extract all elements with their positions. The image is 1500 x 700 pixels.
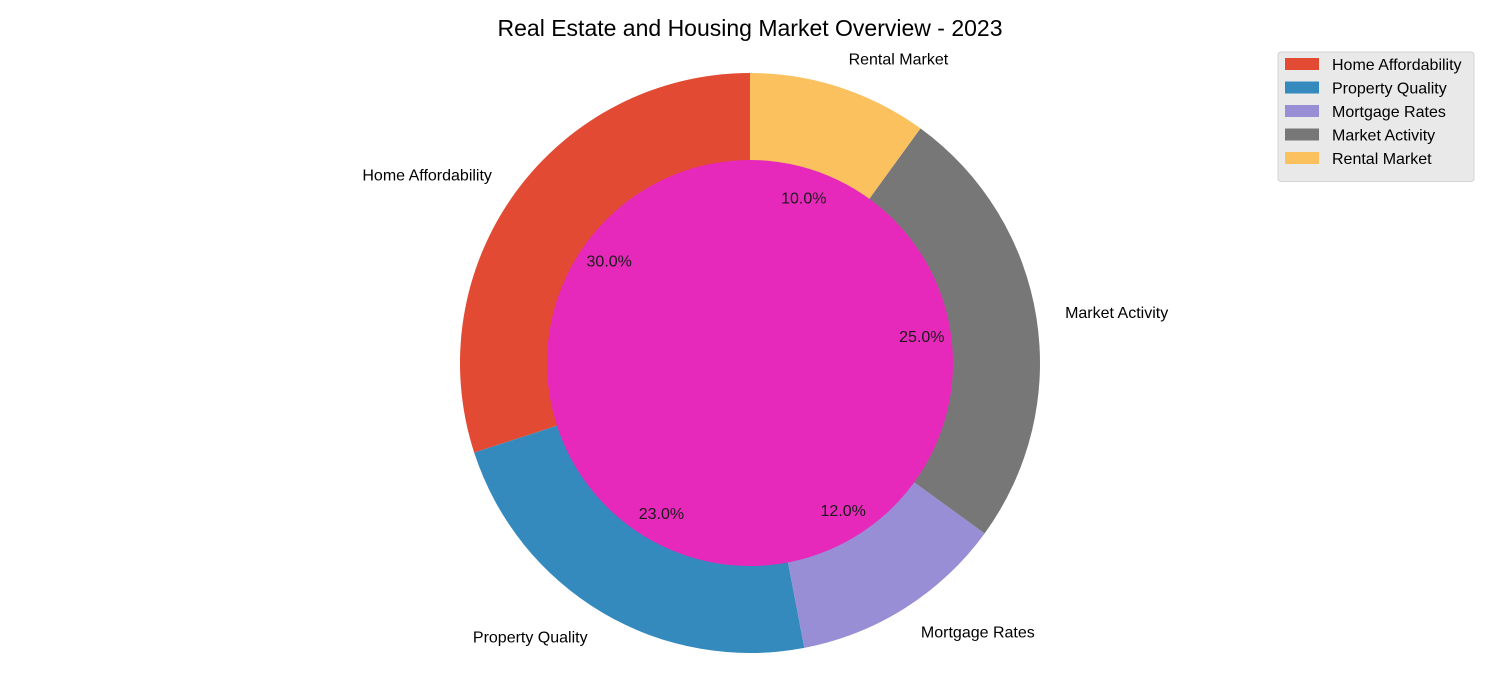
slice-label-property-quality: Property Quality [473,630,588,647]
legend-items: Home Affordability Property Quality Mortga… [1285,57,1462,168]
percent-label-mortgage-rates: 12.0% [821,503,866,520]
slice-label-rental-market: Rental Market [849,52,949,69]
legend-label-market-activity: Market Activity [1332,128,1435,145]
legend-swatch-home-affordability [1285,58,1319,70]
legend-swatch-property-quality [1285,81,1319,94]
legend-swatch-mortgage-rates [1285,105,1319,117]
percent-labels: 30.0% 23.0% 12.0% 25.0% 10.0% [587,191,945,523]
legend-swatch-rental-market [1285,152,1319,164]
percent-label-market-activity: 25.0% [899,329,944,346]
legend-label-home-affordability: Home Affordability [1332,57,1462,74]
legend: Home Affordability Property Quality Mortga… [1277,51,1475,182]
legend-label-property-quality: Property Quality [1332,81,1447,98]
legend-label-rental-market: Rental Market [1332,151,1432,168]
legend-box [1277,51,1475,182]
percent-label-property-quality: 23.0% [639,506,684,523]
slice-label-mortgage-rates: Mortgage Rates [921,624,1035,641]
slice-label-market-activity: Market Activity [1065,305,1168,322]
donut-center [547,160,953,566]
slice-label-home-affordability: Home Affordability [362,167,492,184]
slice-labels: Home Affordability Property Quality Mortga… [362,52,1168,647]
chart-title: Real Estate and Housing Market Overview … [498,15,1003,41]
legend-swatch-market-activity [1285,128,1319,141]
legend-label-mortgage-rates: Mortgage Rates [1332,104,1446,121]
percent-label-home-affordability: 30.0% [587,254,632,271]
percent-label-rental-market: 10.0% [781,191,826,208]
